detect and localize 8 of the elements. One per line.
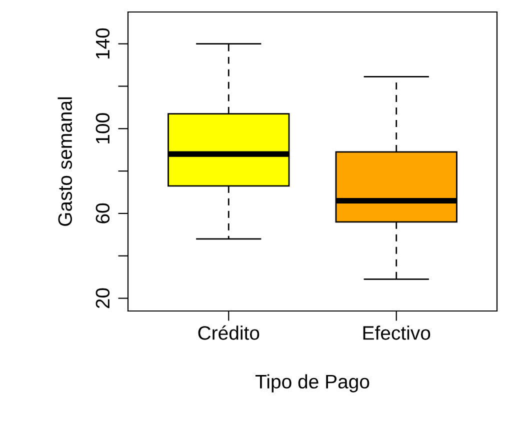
y-tick-label: 60 <box>96 203 110 224</box>
y-tick-label: 100 <box>96 113 110 144</box>
x-axis-title: Tipo de Pago <box>255 374 370 392</box>
y-tick-label: 140 <box>96 28 110 59</box>
x-tick-label: Crédito <box>198 325 260 340</box>
y-axis-title: Gasto semanal <box>58 97 72 226</box>
x-tick-label: Efectivo <box>363 326 430 340</box>
y-tick-label: 20 <box>96 288 110 308</box>
